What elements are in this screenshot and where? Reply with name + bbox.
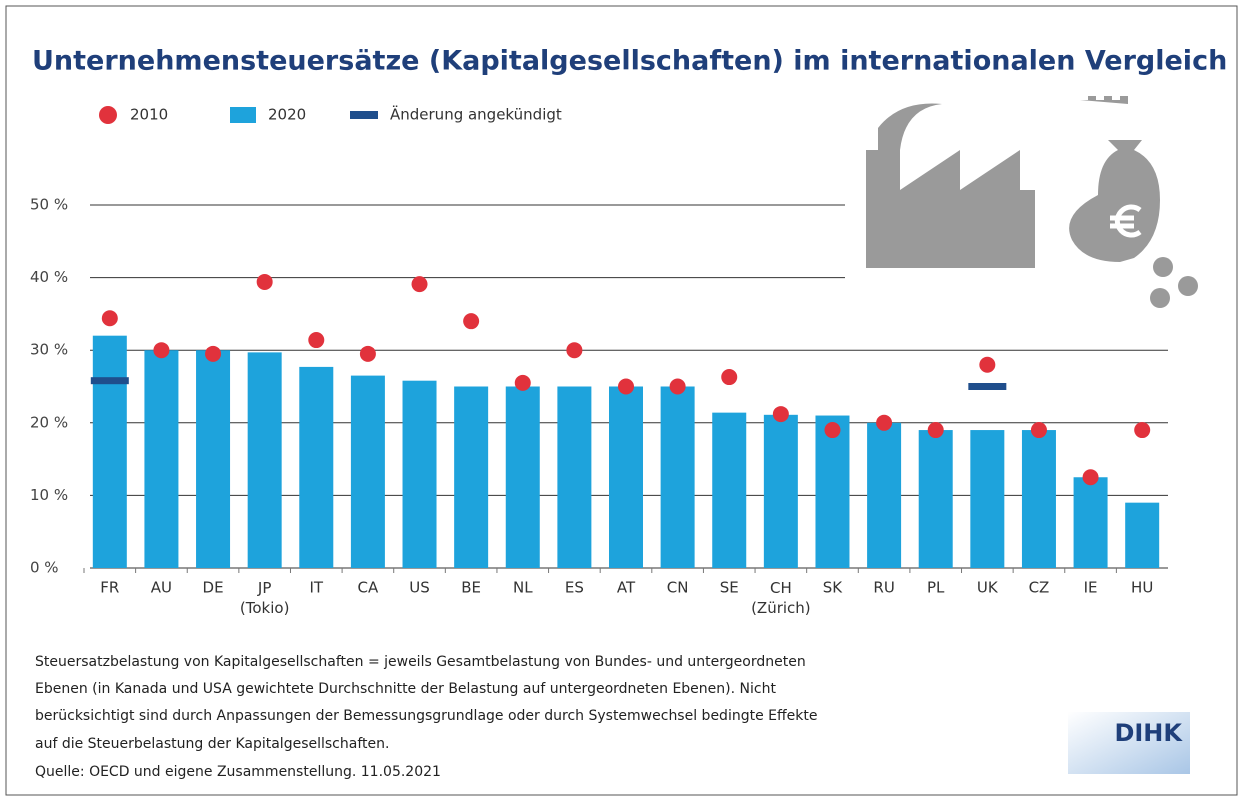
bar	[919, 430, 953, 568]
x-tick-label: NL	[513, 579, 533, 597]
x-tick-label: ES	[565, 579, 584, 597]
x-tick-label: SE	[720, 579, 739, 597]
dot	[670, 379, 686, 395]
dot	[463, 313, 479, 329]
bar	[557, 387, 591, 569]
y-tick-label: 10 %	[30, 486, 68, 504]
bar	[661, 387, 695, 569]
bar	[144, 350, 178, 568]
bar	[712, 413, 746, 568]
bar	[299, 367, 333, 568]
bar	[454, 387, 488, 569]
dot	[566, 342, 582, 358]
legend-label: 2020	[268, 106, 306, 124]
x-tick-label: FR	[100, 579, 119, 597]
x-tick-label: UK	[977, 579, 999, 597]
x-tick-label: CA	[358, 579, 379, 597]
bar	[815, 416, 849, 568]
chart-title: Unternehmensteuersätze (Kapitalgesellsch…	[32, 46, 1227, 77]
dot	[1134, 422, 1150, 438]
dot	[928, 422, 944, 438]
bar	[196, 350, 230, 568]
y-tick-label: 40 %	[30, 268, 68, 286]
dot	[308, 332, 324, 348]
legend-label: Änderung angekündigt	[390, 105, 562, 124]
x-tick-label: BE	[461, 579, 481, 597]
note-line: Ebenen (in Kanada und USA gewichtete Dur…	[35, 681, 776, 697]
dot	[876, 415, 892, 431]
x-tick-label: RU	[873, 579, 894, 597]
bar	[506, 387, 540, 569]
logo-text: DIHK	[1114, 719, 1183, 747]
bar	[867, 423, 901, 568]
bar	[1074, 477, 1108, 568]
x-tick-label: HU	[1131, 579, 1153, 597]
dot	[618, 379, 634, 395]
dot	[205, 346, 221, 362]
coin-icon	[1150, 288, 1170, 308]
dot	[721, 369, 737, 385]
legend-swatch	[350, 111, 378, 119]
bar	[1022, 430, 1056, 568]
x-tick-label: AT	[617, 579, 636, 597]
bar	[351, 376, 385, 568]
announced-change	[968, 383, 1006, 390]
note-line: auf die Steuerbelastung der Kapitalgesel…	[35, 736, 389, 752]
x-tick-label: DE	[203, 579, 224, 597]
legend-label: 2010	[130, 106, 168, 124]
source: Quelle: OECD und eigene Zusammenstellung…	[35, 764, 441, 780]
logo: DIHK	[1068, 712, 1190, 774]
bar	[609, 387, 643, 569]
x-tick-label: IT	[309, 579, 323, 597]
y-tick-label: 0 %	[30, 559, 59, 577]
dot	[515, 375, 531, 391]
x-tick-label: AU	[151, 579, 172, 597]
bar	[764, 415, 798, 568]
dot	[1083, 469, 1099, 485]
y-tick-label: 20 %	[30, 413, 68, 431]
dot	[773, 406, 789, 422]
x-tick-label: US	[409, 579, 430, 597]
coin-icon	[1178, 276, 1198, 296]
dot	[412, 276, 428, 292]
note-line: Steuersatzbelastung von Kapitalgesellsch…	[35, 654, 806, 670]
bar	[93, 336, 127, 568]
x-tick-label: PL	[927, 579, 945, 597]
dot	[824, 422, 840, 438]
dot	[257, 274, 273, 290]
bar	[403, 381, 437, 568]
legend-swatch	[230, 107, 256, 123]
y-tick-label: 30 %	[30, 341, 68, 359]
y-tick-label: 50 %	[30, 196, 68, 214]
dot	[102, 310, 118, 326]
x-tick-label: IE	[1084, 579, 1098, 597]
x-tick-label: CZ	[1029, 579, 1050, 597]
x-tick-label: CN	[667, 579, 689, 597]
dot	[979, 357, 995, 373]
dot	[360, 346, 376, 362]
bar	[970, 430, 1004, 568]
bar	[248, 352, 282, 568]
note-line: berücksichtigt sind durch Anpassungen de…	[35, 708, 817, 724]
x-tick-label: SK	[823, 579, 844, 597]
bar	[1125, 503, 1159, 568]
legend-swatch	[99, 106, 117, 124]
dot	[153, 342, 169, 358]
chart: Unternehmensteuersätze (Kapitalgesellsch…	[0, 0, 1243, 801]
coin-icon	[1153, 257, 1173, 277]
announced-change	[91, 377, 129, 384]
dot	[1031, 422, 1047, 438]
icons	[845, 92, 1215, 312]
